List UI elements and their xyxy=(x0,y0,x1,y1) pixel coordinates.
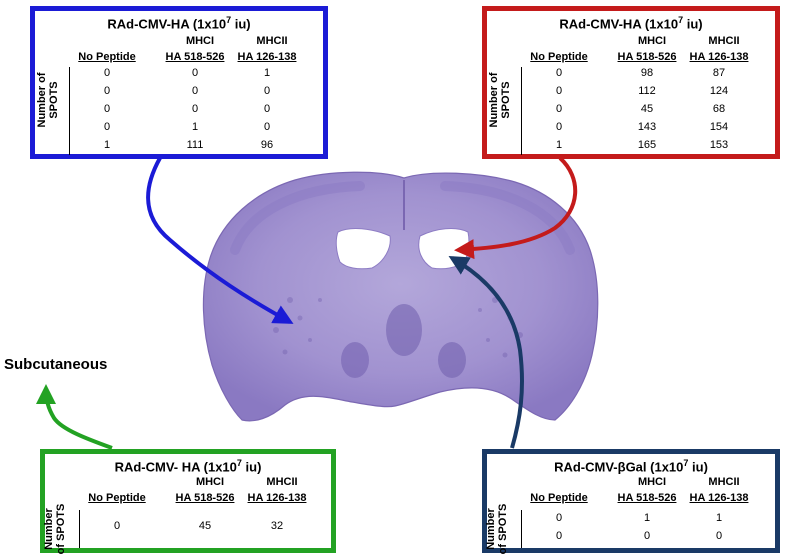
left-ventricle xyxy=(335,228,391,270)
col-ha-126: HA 126-138 xyxy=(689,51,749,63)
table-divider xyxy=(521,67,522,155)
brain-section xyxy=(202,171,599,422)
y-axis-label: Number of SPOTS xyxy=(488,72,512,128)
panel-top-right: RAd-CMV-HA (1x107 iu) MHCI MHCII No Pept… xyxy=(482,6,780,159)
table-cell: 165 xyxy=(637,139,657,151)
table-cell: 0 xyxy=(191,85,199,97)
panel-title: RAd-CMV-βGal (1x107 iu) xyxy=(554,458,708,475)
table-cell: 0 xyxy=(715,530,723,542)
table-divider xyxy=(521,510,522,548)
table-cell: 1 xyxy=(555,139,563,151)
table-cell: 0 xyxy=(103,85,111,97)
table-cell: 0 xyxy=(113,520,121,532)
panel-title: RAd-CMV- HA (1x107 iu) xyxy=(114,458,262,475)
panel-title: RAd-CMV-HA (1x107 iu) xyxy=(107,15,251,32)
table-cell: 0 xyxy=(103,103,111,115)
table-cell: 0 xyxy=(103,121,111,133)
mhc2-header: MHCII xyxy=(708,35,740,47)
table-cell: 1 xyxy=(103,139,111,151)
mhc2-header: MHCII xyxy=(266,476,298,488)
mhc2-header: MHCII xyxy=(708,476,740,488)
table-cell: 124 xyxy=(709,85,729,97)
red-arrow xyxy=(454,156,578,260)
col-ha-126: HA 126-138 xyxy=(247,492,307,504)
subcutaneous-label: Subcutaneous xyxy=(4,356,108,373)
table-cell: 0 xyxy=(191,103,199,115)
table-cell: 143 xyxy=(637,121,657,133)
mhc1-header: MHCI xyxy=(185,35,215,47)
table-cell: 98 xyxy=(640,67,654,79)
table-cell: 0 xyxy=(263,121,271,133)
col-ha-126: HA 126-138 xyxy=(237,51,297,63)
table-cell: 0 xyxy=(191,67,199,79)
table-cell: 0 xyxy=(103,67,111,79)
panel-bottom-right: RAd-CMV-βGal (1x107 iu) MHCI MHCII No Pe… xyxy=(482,449,780,554)
navy-arrow xyxy=(448,255,524,449)
table-cell: 32 xyxy=(270,520,284,532)
table-cell: 0 xyxy=(555,103,563,115)
blue-arrow xyxy=(146,157,294,324)
table-divider xyxy=(69,67,70,155)
green-arrow xyxy=(36,384,113,450)
brain-section-outline xyxy=(202,171,599,422)
col-ha-518: HA 518-526 xyxy=(175,492,235,504)
table-cell: 0 xyxy=(263,103,271,115)
table-cell: 0 xyxy=(555,530,563,542)
table-cell: 1 xyxy=(263,67,271,79)
col-ha-518: HA 518-526 xyxy=(617,492,677,504)
y-axis-label: Number of SPOTS xyxy=(43,503,67,555)
col-no-peptide: No Peptide xyxy=(78,51,136,63)
table-cell: 0 xyxy=(263,85,271,97)
table-cell: 45 xyxy=(198,520,212,532)
panel-bottom-left: RAd-CMV- HA (1x107 iu) MHCI MHCII No Pep… xyxy=(40,449,336,554)
table-divider xyxy=(79,510,80,548)
mhc2-header: MHCII xyxy=(256,35,288,47)
panel-title: RAd-CMV-HA (1x107 iu) xyxy=(559,15,703,32)
table-cell: 0 xyxy=(555,512,563,524)
mhc1-header: MHCI xyxy=(195,476,225,488)
col-ha-126: HA 126-138 xyxy=(689,492,749,504)
col-no-peptide: No Peptide xyxy=(88,492,146,504)
col-no-peptide: No Peptide xyxy=(530,492,588,504)
col-no-peptide: No Peptide xyxy=(530,51,588,63)
y-axis-label: Number of SPOTS xyxy=(36,72,60,128)
cortex-band xyxy=(230,181,575,255)
y-axis-label: Number of SPOTS xyxy=(485,503,509,555)
table-cell: 1 xyxy=(191,121,199,133)
table-cell: 154 xyxy=(709,121,729,133)
panel-top-left: RAd-CMV-HA (1x107 iu) MHCI MHCII No Pept… xyxy=(30,6,328,159)
table-cell: 1 xyxy=(715,512,723,524)
table-cell: 0 xyxy=(643,530,651,542)
table-cell: 68 xyxy=(712,103,726,115)
table-cell: 0 xyxy=(555,121,563,133)
ventral-patches xyxy=(341,304,466,378)
table-cell: 0 xyxy=(555,85,563,97)
table-cell: 0 xyxy=(555,67,563,79)
mhc1-header: MHCI xyxy=(637,476,667,488)
table-cell: 96 xyxy=(260,139,274,151)
table-cell: 112 xyxy=(638,85,656,97)
table-cell: 111 xyxy=(186,139,204,151)
col-ha-518: HA 518-526 xyxy=(617,51,677,63)
table-cell: 153 xyxy=(709,139,729,151)
table-cell: 1 xyxy=(643,512,651,524)
col-ha-518: HA 518-526 xyxy=(165,51,225,63)
table-cell: 45 xyxy=(640,103,654,115)
table-cell: 87 xyxy=(712,67,726,79)
mhc1-header: MHCI xyxy=(637,35,667,47)
